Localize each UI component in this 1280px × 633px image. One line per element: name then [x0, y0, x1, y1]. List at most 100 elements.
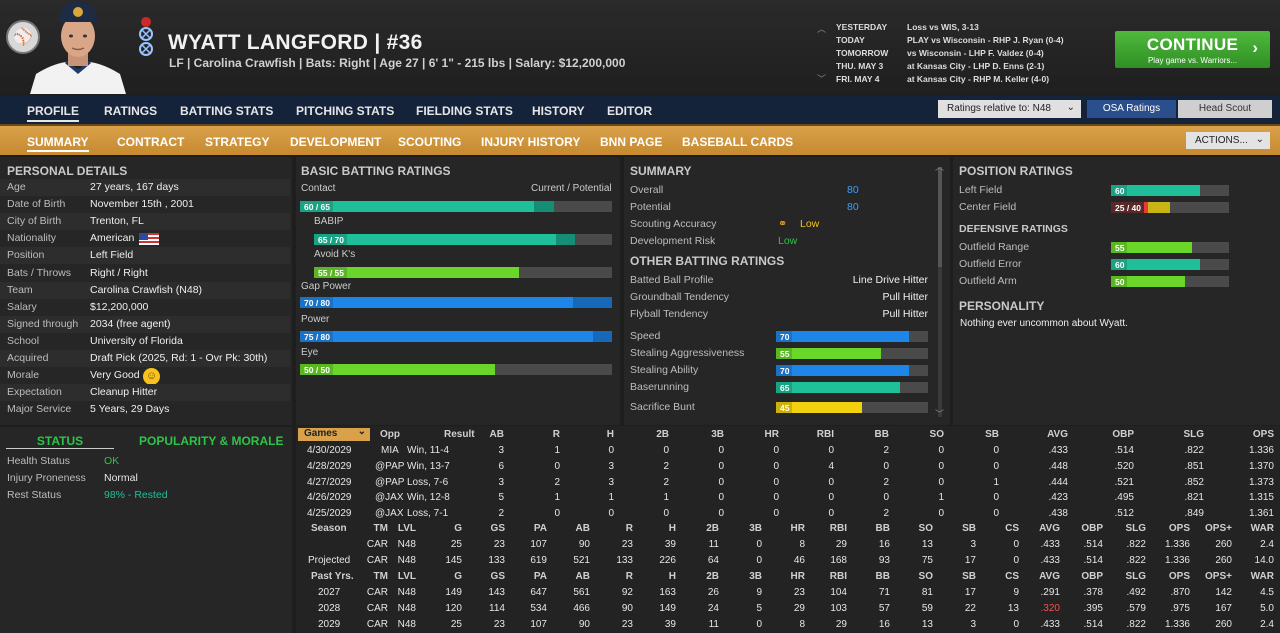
- season-col-header: OPS+: [1205, 523, 1232, 534]
- game-cell: 1: [663, 492, 669, 504]
- season-cell: 521: [573, 554, 590, 566]
- game-cell: 1.361: [1248, 508, 1274, 520]
- subtab-injury-history[interactable]: INJURY HISTORY: [481, 135, 581, 149]
- past-cell: 16: [878, 618, 890, 630]
- detail-value: Cleanup Hitter: [90, 386, 158, 399]
- schedule-game[interactable]: at Kansas City - RHP M. Keller (4-0): [907, 74, 1050, 84]
- games-select[interactable]: Games ⌄: [298, 426, 370, 441]
- games-col-header: SB: [985, 429, 999, 440]
- season-cell: 260: [1215, 539, 1232, 550]
- past-cell: 71: [878, 587, 890, 598]
- game-cell: 0: [883, 492, 889, 504]
- tab-profile[interactable]: PROFILE: [27, 104, 80, 122]
- games-col-header: RBI: [816, 429, 834, 440]
- season-cell: 1.336: [1164, 539, 1190, 550]
- season-col-header: 3B: [749, 523, 762, 534]
- tab-editor[interactable]: EDITOR: [607, 104, 653, 118]
- game-cell: .433: [1048, 445, 1068, 456]
- game-cell: 1: [993, 476, 999, 488]
- past-cell: 0: [1013, 618, 1019, 630]
- season-col-header: H: [668, 523, 676, 534]
- running-label: Stealing Aggressiveness: [630, 347, 745, 359]
- past-col-header: OBP: [1081, 571, 1103, 582]
- schedule-game[interactable]: vs Wisconsin - LHP F. Valdez (0-4): [907, 48, 1044, 58]
- batting-trait-label: Groundball Tendency: [630, 291, 730, 303]
- game-cell: 4/28/2029: [307, 460, 352, 472]
- past-col-header: LVL: [397, 571, 416, 582]
- past-cell: 59: [921, 602, 933, 614]
- game-cell: 0: [554, 508, 560, 520]
- season-cell: N48: [397, 554, 416, 566]
- past-cell: 81: [921, 587, 933, 598]
- detail-label: Salary: [7, 300, 37, 313]
- tab-popularity-morale[interactable]: POPULARITY & MORALE: [139, 434, 284, 448]
- past-col-header: SO: [918, 571, 933, 582]
- rating-current-fill: [314, 267, 519, 278]
- tab-status[interactable]: STATUS: [6, 432, 114, 449]
- subtab-bnn-page[interactable]: BNN PAGE: [600, 135, 663, 149]
- position-ratings-panel: POSITION RATINGS Left Field 60 Center Fiel…: [953, 157, 1280, 425]
- past-col-header: G: [454, 571, 462, 582]
- game-cell: 0: [938, 445, 944, 456]
- game-cell: 2: [883, 445, 889, 456]
- season-cell: 619: [530, 554, 547, 566]
- tab-history[interactable]: HISTORY: [532, 104, 585, 118]
- past-col-header: RBI: [829, 571, 847, 582]
- scroll-down-icon[interactable]: ﹀: [935, 409, 945, 419]
- past-cell: 13: [921, 618, 933, 630]
- schedule-game[interactable]: Loss vs WIS, 3-13: [907, 22, 979, 32]
- game-cell: 2: [883, 508, 889, 520]
- games-col-header: AB: [489, 429, 504, 440]
- subtab-scouting[interactable]: SCOUTING: [398, 135, 462, 149]
- season-cell: 46: [793, 554, 805, 566]
- tab-batting-stats[interactable]: BATTING STATS: [180, 104, 274, 118]
- scroll-up-icon[interactable]: ︿: [935, 162, 945, 172]
- head-scout-button[interactable]: Head Scout: [1178, 100, 1272, 118]
- game-cell: 0: [828, 445, 834, 456]
- game-cell: 0: [773, 476, 779, 488]
- season-cell: 39: [664, 539, 676, 550]
- past-col-header: H: [668, 571, 676, 582]
- past-cell: 23: [793, 587, 805, 598]
- subtab-contract[interactable]: CONTRACT: [117, 135, 185, 149]
- batting-trait-value: Line Drive Hitter: [852, 274, 928, 286]
- subtab-development[interactable]: DEVELOPMENT: [290, 135, 382, 149]
- schedule-game[interactable]: PLAY vs Wisconsin - RHP J. Ryan (0-4): [907, 35, 1064, 45]
- subtab-strategy[interactable]: STRATEGY: [205, 135, 270, 149]
- schedule-up-icon[interactable]: ︿: [817, 24, 827, 34]
- schedule-down-icon[interactable]: ﹀: [817, 74, 827, 84]
- batting-trait-label: Batted Ball Profile: [630, 274, 714, 286]
- past-cell: 9: [1013, 587, 1019, 598]
- tab-pitching-stats[interactable]: PITCHING STATS: [296, 104, 395, 118]
- games-col-header: HR: [764, 429, 779, 440]
- team-logo: ⚾: [6, 20, 40, 54]
- position-fill: [1111, 185, 1200, 196]
- rating-label: Avoid K's: [314, 249, 356, 260]
- detail-label: Morale: [7, 369, 40, 382]
- past-cell: 29: [793, 602, 805, 614]
- detail-label: Team: [7, 283, 33, 296]
- season-col-header: LVL: [397, 523, 416, 534]
- game-cell: 1: [938, 492, 944, 504]
- season-cell: 75: [921, 554, 933, 566]
- game-cell: 3: [608, 476, 614, 488]
- past-cell: CAR: [366, 618, 388, 630]
- past-col-header: SLG: [1125, 571, 1146, 582]
- actions-select[interactable]: ACTIONS... ⌄: [1186, 132, 1270, 149]
- schedule-game[interactable]: at Kansas City - LHP D. Enns (2-1): [907, 61, 1045, 71]
- game-cell: 0: [938, 476, 944, 488]
- osa-ratings-button[interactable]: OSA Ratings: [1087, 100, 1176, 118]
- summary-scrollbar[interactable]: [938, 167, 942, 417]
- games-col-header: SLG: [1183, 429, 1204, 440]
- past-cell: .378: [1083, 587, 1103, 598]
- season-cell: N48: [397, 539, 416, 550]
- game-cell: 0: [993, 445, 999, 456]
- continue-button[interactable]: CONTINUE Play game vs. Warriors... ›: [1115, 31, 1270, 68]
- subtab-baseball-cards[interactable]: BASEBALL CARDS: [682, 135, 794, 149]
- past-cell: 24: [707, 602, 719, 614]
- tab-fielding-stats[interactable]: FIELDING STATS: [416, 104, 513, 118]
- games-col-header: OPS: [1252, 429, 1274, 440]
- ratings-relative-select[interactable]: Ratings relative to: N48 ⌄: [938, 100, 1081, 118]
- subtab-summary[interactable]: SUMMARY: [27, 135, 89, 152]
- tab-ratings[interactable]: RATINGS: [104, 104, 158, 118]
